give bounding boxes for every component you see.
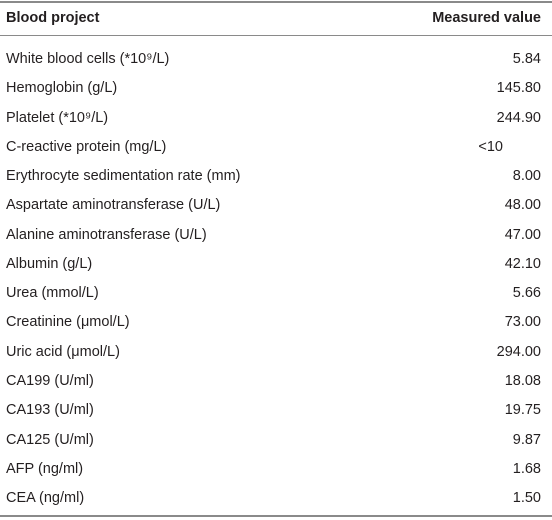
row-label: White blood cells (*10⁹/L): [6, 51, 170, 67]
row-value: 42.10: [504, 255, 541, 272]
row-value: <10: [478, 138, 503, 155]
row-label: AFP (ng/ml): [6, 460, 84, 477]
row-value: 9.87: [512, 431, 541, 448]
row-value: 294.00: [496, 343, 541, 360]
row-label: CEA (ng/ml): [6, 490, 85, 507]
row-value: 244.90: [496, 109, 541, 126]
header-cell: Blood project: [6, 10, 100, 26]
row-label: CA199 (U/ml): [6, 372, 94, 389]
top-rule: [0, 1, 552, 3]
row-value: 47.00: [504, 226, 541, 243]
row-value: 145.80: [496, 80, 541, 97]
row-value: 19.75: [504, 402, 541, 419]
row-label: Uric acid (μmol/L): [6, 343, 120, 360]
row-label: Hemoglobin (g/L): [6, 80, 118, 97]
row-label: CA125 (U/ml): [6, 431, 94, 448]
row-value: 48.00: [504, 197, 541, 214]
row-value: 1.68: [512, 460, 541, 477]
row-label: Creatinine (μmol/L): [6, 314, 130, 331]
row-label: Aspartate aminotransferase (U/L): [6, 197, 221, 214]
row-label: Platelet (*10⁹/L): [6, 109, 109, 126]
row-value: 18.08: [504, 372, 541, 389]
header-rule: [0, 35, 552, 36]
row-value: 5.66: [512, 285, 541, 302]
row-label: Urea (mmol/L): [6, 285, 99, 302]
row-label: Erythrocyte sedimentation rate (mm): [6, 168, 241, 185]
row-value: 1.50: [512, 490, 541, 507]
bottom-rule: [0, 515, 552, 517]
row-label: Albumin (g/L): [6, 255, 93, 272]
row-label: CA193 (U/ml): [6, 402, 94, 419]
row-value: 73.00: [504, 314, 541, 331]
row-value: 5.84: [512, 51, 541, 67]
row-label: C-reactive protein (mg/L): [6, 138, 167, 155]
row-value: 8.00: [512, 168, 541, 185]
header-cell: Measured value: [432, 10, 541, 26]
row-label: Alanine aminotransferase (U/L): [6, 226, 207, 243]
